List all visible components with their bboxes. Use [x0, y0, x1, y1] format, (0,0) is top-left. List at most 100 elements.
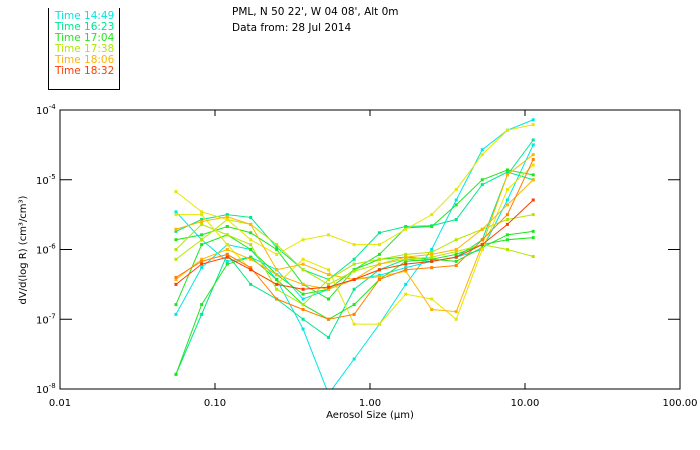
y-tick-base: 10 [36, 315, 49, 326]
data-point [505, 173, 509, 177]
data-point [480, 245, 484, 249]
y-tick-label: 10-8 [36, 382, 56, 396]
data-point [377, 243, 381, 247]
data-point [404, 266, 408, 270]
data-point [174, 275, 178, 279]
data-point [531, 118, 535, 122]
data-point [505, 188, 509, 192]
data-point [200, 312, 204, 316]
data-point [200, 218, 204, 222]
y-tick-exp: -5 [49, 173, 56, 181]
data-point [505, 203, 509, 207]
data-point [430, 224, 434, 228]
title-date: Data from: 28 Jul 2014 [232, 22, 352, 34]
data-point [301, 307, 305, 311]
data-point [200, 266, 204, 270]
data-point [377, 322, 381, 326]
data-point [505, 198, 509, 202]
data-point [480, 153, 484, 157]
data-point [225, 224, 229, 228]
data-point [174, 282, 178, 286]
data-point [531, 229, 535, 233]
data-point [404, 262, 408, 266]
data-point [174, 257, 178, 261]
data-point [531, 254, 535, 258]
data-point [275, 268, 279, 272]
data-point [275, 248, 279, 251]
data-point [454, 317, 458, 321]
data-point [454, 238, 458, 242]
data-point [480, 243, 484, 247]
legend-item: Time 14:49 [55, 10, 115, 22]
data-point [174, 229, 178, 233]
data-point [404, 292, 408, 296]
data-point [200, 238, 204, 242]
data-point [225, 255, 229, 259]
data-point [275, 277, 279, 281]
data-point [249, 282, 253, 286]
series-8 [174, 218, 535, 286]
data-point [352, 287, 356, 291]
data-point [505, 248, 509, 251]
data-point [200, 210, 204, 214]
data-point [430, 213, 434, 217]
data-point [454, 248, 458, 251]
data-point [301, 262, 305, 266]
data-point [377, 231, 381, 235]
data-point [301, 238, 305, 242]
data-point [377, 277, 381, 281]
data-point [275, 282, 279, 286]
data-point [174, 210, 178, 214]
data-point [200, 257, 204, 261]
data-point [404, 227, 408, 231]
x-tick-label: 100.00 [663, 398, 698, 409]
series-7 [174, 213, 535, 307]
data-point [174, 277, 178, 281]
data-point [505, 238, 509, 242]
x-tick-label: 0.01 [49, 398, 71, 409]
data-point [505, 233, 509, 237]
data-point [430, 297, 434, 301]
data-point [225, 213, 229, 217]
data-point [480, 148, 484, 152]
data-point [200, 222, 204, 226]
data-point [352, 277, 356, 281]
data-point [505, 168, 509, 172]
x-axis-label: Aerosol Size (µm) [326, 410, 414, 421]
series-6 [174, 229, 535, 376]
legend-item: Time 17:38 [55, 43, 115, 55]
chart-title: PML, N 50 22', W 04 08', Alt 0m Data fro… [232, 4, 399, 36]
data-point [327, 273, 331, 277]
data-point [480, 238, 484, 242]
y-tick-base: 10 [36, 246, 49, 257]
data-point [225, 215, 229, 219]
data-point [327, 282, 331, 286]
data-point [430, 248, 434, 251]
data-point [174, 248, 178, 251]
y-tick-exp: -8 [49, 382, 56, 390]
data-point [404, 282, 408, 286]
data-point [531, 143, 535, 147]
data-point [480, 227, 484, 231]
data-point [174, 372, 178, 376]
data-point [174, 303, 178, 307]
x-tick-label: 10.00 [511, 398, 540, 409]
legend-item: Time 16:23 [55, 21, 115, 33]
data-point [200, 233, 204, 237]
data-point [174, 190, 178, 194]
data-point [174, 213, 178, 217]
data-point [404, 252, 408, 256]
data-point [249, 268, 253, 272]
y-tick-base: 10 [36, 106, 49, 117]
data-point [454, 188, 458, 192]
data-point [249, 222, 253, 226]
data-point [275, 243, 279, 247]
data-point [430, 266, 434, 270]
data-point [531, 163, 535, 167]
data-point [352, 357, 356, 361]
data-point [505, 128, 509, 132]
series-line [175, 230, 534, 375]
data-point [505, 222, 509, 226]
data-point [430, 257, 434, 261]
data-point [454, 203, 458, 207]
